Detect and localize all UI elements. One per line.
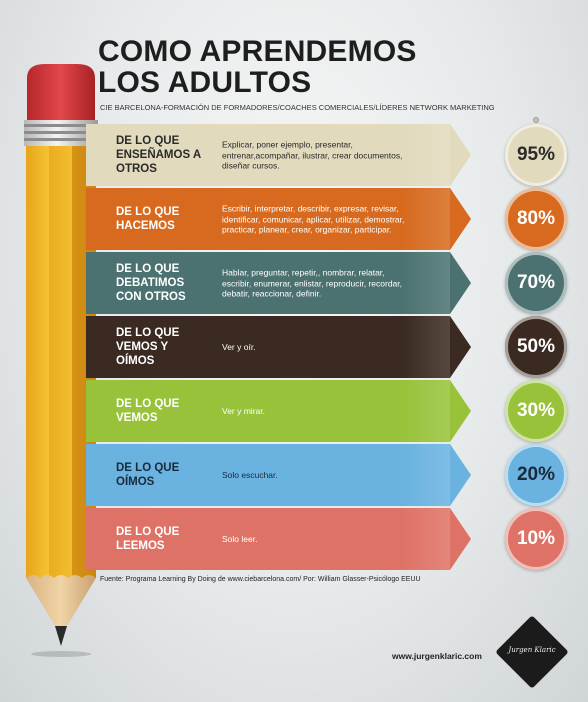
row-label: DE LO QUE DEBATIMOS CON OTROS xyxy=(116,263,186,303)
percent-circle-5: 30% xyxy=(505,380,567,442)
percent-circle-4: 50% xyxy=(505,316,567,378)
learning-row-1: DE LO QUE ENSEÑAMOS A OTROS Explicar, po… xyxy=(86,124,471,186)
pencil-wood xyxy=(26,575,96,626)
percent-circle-1: 95% xyxy=(505,124,567,186)
learning-row-5: DE LO QUE VEMOS Ver y mirar. xyxy=(86,380,471,442)
row-label: DE LO QUE ENSEÑAMOS A OTROS xyxy=(116,135,201,175)
logo-signature: Jurgen Klaric xyxy=(508,646,556,654)
learning-row-4: DE LO QUE VEMOS Y OÍMOS Ver y oír. xyxy=(86,316,471,378)
percent-circle-2: 80% xyxy=(505,188,567,250)
row-description: Explicar, poner ejemplo, presentar, entr… xyxy=(222,139,403,171)
row-description: Escribir, interpretar, describir, expres… xyxy=(222,203,405,235)
source-note: Fuente: Programa Learning By Doing de ww… xyxy=(100,576,421,583)
row-label: DE LO QUE HACEMOS xyxy=(116,206,180,232)
row-description: Ver y mirar. xyxy=(222,405,265,416)
learning-row-7: DE LO QUE LEEMOS Solo leer. xyxy=(86,508,471,570)
pencil-illustration xyxy=(24,64,98,657)
pencil-lead xyxy=(55,626,67,646)
learning-row-2: DE LO QUE HACEMOS Escribir, interpretar,… xyxy=(86,188,471,250)
row-label: DE LO QUE VEMOS xyxy=(116,398,180,424)
row-label: DE LO QUE LEEMOS xyxy=(116,526,180,552)
row-description: Ver y oír. xyxy=(222,341,256,352)
row-label: DE LO QUE VEMOS Y OÍMOS xyxy=(116,327,180,367)
pin-decoration xyxy=(533,117,539,123)
pencil-body xyxy=(26,146,96,578)
subtitle: CIE BARCELONA-FORMACIÓN DE FORMADORES/CO… xyxy=(100,103,495,112)
title-line-1: COMO APRENDEMOS xyxy=(98,35,417,68)
row-description: Solo leer. xyxy=(222,533,258,544)
percent-circle-7: 10% xyxy=(505,508,567,570)
title-line-2: LOS ADULTOS xyxy=(98,66,312,99)
page-title: COMO APRENDEMOS LOS ADULTOS xyxy=(98,36,498,98)
percent-circle-6: 20% xyxy=(505,444,567,506)
learning-row-3: DE LO QUE DEBATIMOS CON OTROS Hablar, pr… xyxy=(86,252,471,314)
row-description: Hablar, preguntar, repetir,, nombrar, re… xyxy=(222,267,402,299)
row-label: DE LO QUE OÍMOS xyxy=(116,462,180,488)
row-description: Solo escuchar. xyxy=(222,469,278,480)
eraser xyxy=(27,64,95,122)
percent-circle-3: 70% xyxy=(505,252,567,314)
learning-row-6: DE LO QUE OÍMOS Solo escuchar. xyxy=(86,444,471,506)
website-link[interactable]: www.jurgenklaric.com xyxy=(392,651,482,661)
